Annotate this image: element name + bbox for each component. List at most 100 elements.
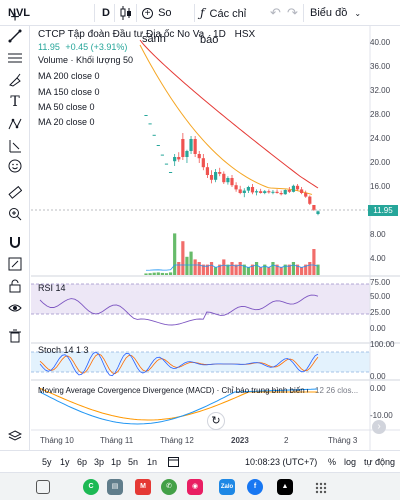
legend-ma20[interactable]: MA 20 close 0 bbox=[38, 117, 95, 127]
percent-toggle[interactable]: % bbox=[328, 457, 337, 467]
scroll-right-button[interactable]: › bbox=[372, 420, 386, 434]
range-3p[interactable]: 3p bbox=[94, 457, 105, 467]
calendar-icon bbox=[168, 457, 179, 467]
volume-bar bbox=[156, 272, 160, 275]
range-1y[interactable]: 1y bbox=[60, 457, 70, 467]
stoch-tick: 100.00 bbox=[370, 340, 395, 349]
toolbar-divider bbox=[94, 4, 95, 22]
auto-toggle[interactable]: tự động bbox=[364, 457, 396, 467]
volume-bar bbox=[242, 264, 246, 275]
pencil-lock-icon bbox=[8, 257, 22, 271]
phone-app-icon[interactable]: C bbox=[83, 479, 99, 495]
crosshair-tool[interactable]: + bbox=[4, 8, 26, 28]
rsi-tick: 25.00 bbox=[370, 308, 391, 317]
chart-type-button[interactable]: Biểu đồ ⌄ bbox=[310, 0, 380, 26]
indicators-button[interactable]: ƒ Các chỉ báo bbox=[200, 0, 264, 46]
moving-averages bbox=[139, 39, 319, 195]
legend-ma150[interactable]: MA 150 close 0 bbox=[38, 87, 100, 97]
emoji-tool[interactable] bbox=[4, 156, 26, 176]
macd-label[interactable]: Moving Average Covergence Divergence (MA… bbox=[38, 386, 308, 395]
recents-button[interactable] bbox=[36, 480, 50, 494]
clock-label[interactable]: 10:08:23 (UTC+7) bbox=[245, 457, 318, 467]
volume-bar bbox=[287, 264, 291, 275]
hide-tool[interactable] bbox=[4, 298, 26, 318]
candle-body bbox=[287, 190, 291, 192]
volume-bar bbox=[226, 264, 230, 275]
legend-volume[interactable]: Volume · Khối lượng 50 bbox=[38, 55, 133, 65]
chat-app-icon[interactable]: ✆ bbox=[161, 479, 177, 495]
price-tick: 36.00 bbox=[370, 62, 391, 71]
legend-ma200[interactable]: MA 200 close 0 bbox=[38, 71, 100, 81]
camera-app-icon[interactable]: ◉ bbox=[187, 479, 203, 495]
redo-button[interactable]: ↷ bbox=[287, 0, 301, 26]
android-dock: C ▤ M ✆ ◉ Zalo f ▲ bbox=[0, 472, 400, 500]
log-toggle[interactable]: log bbox=[344, 457, 357, 467]
brush-tool[interactable] bbox=[4, 70, 26, 90]
lock-tool[interactable] bbox=[4, 276, 26, 296]
candle-body bbox=[234, 185, 238, 190]
range-6p[interactable]: 6p bbox=[77, 457, 88, 467]
stoch-d-line bbox=[39, 353, 319, 375]
magnet-tool[interactable] bbox=[4, 232, 26, 252]
volume-bar bbox=[271, 262, 275, 275]
time-tick: Tháng 3 bbox=[328, 436, 358, 445]
candle-body bbox=[226, 178, 230, 183]
candle-body bbox=[254, 191, 259, 193]
range-5n[interactable]: 5n bbox=[128, 457, 139, 467]
range-5y[interactable]: 5y bbox=[42, 457, 52, 467]
time-tick: 2 bbox=[284, 436, 289, 445]
range-1n[interactable]: 1n bbox=[147, 457, 158, 467]
reset-chart-button[interactable]: ↻ bbox=[207, 412, 225, 430]
undo-button[interactable]: ↶ bbox=[270, 0, 284, 26]
compare-button[interactable]: + So sánh bbox=[142, 0, 192, 45]
rsi-line bbox=[39, 294, 319, 326]
volume-bar bbox=[267, 267, 271, 275]
rsi-tick: 0.00 bbox=[370, 324, 386, 333]
magnet-icon bbox=[10, 237, 20, 248]
smiley-icon bbox=[8, 159, 22, 173]
rsi-label[interactable]: RSI 14 bbox=[38, 283, 66, 293]
candle-body bbox=[173, 157, 177, 162]
volume-bar bbox=[279, 267, 283, 275]
candle-body bbox=[230, 178, 234, 186]
volume-bar bbox=[160, 272, 164, 275]
interval-button[interactable]: D bbox=[102, 0, 116, 26]
text-tool[interactable]: T bbox=[4, 92, 26, 112]
momo-app-icon[interactable]: M bbox=[135, 479, 151, 495]
tradingview-app-icon[interactable]: ▲ bbox=[277, 479, 293, 495]
zoom-in-icon bbox=[9, 208, 22, 221]
legend-price-row: 11.95 +0.45 (+3.91%) bbox=[38, 42, 127, 52]
delete-tool[interactable] bbox=[4, 326, 26, 346]
app-drawer-button[interactable] bbox=[315, 481, 327, 494]
layers-tool[interactable] bbox=[4, 426, 26, 446]
fib-tool[interactable] bbox=[4, 48, 26, 68]
chart-style-button[interactable] bbox=[120, 0, 136, 26]
facebook-app-icon[interactable]: f bbox=[247, 479, 263, 495]
lock-icon bbox=[9, 279, 21, 293]
interval-label: D bbox=[102, 7, 110, 19]
volume-bar bbox=[300, 267, 304, 275]
chart-canvas[interactable] bbox=[0, 0, 400, 450]
range-1p[interactable]: 1p bbox=[111, 457, 122, 467]
zalo-app-icon[interactable]: Zalo bbox=[219, 479, 235, 495]
pattern-tool[interactable] bbox=[4, 114, 26, 134]
symbol-search-button[interactable]: NVL bbox=[8, 0, 78, 26]
legend-exchange: HSX bbox=[234, 29, 256, 40]
legend-interval: 1D bbox=[213, 29, 226, 40]
date-range-button[interactable] bbox=[168, 456, 179, 468]
stay-drawing-tool[interactable] bbox=[4, 254, 26, 274]
trendline-tool[interactable] bbox=[4, 26, 26, 46]
volume-bar bbox=[234, 264, 238, 275]
legend-ma50[interactable]: MA 50 close 0 bbox=[38, 102, 95, 112]
stoch-label[interactable]: Stoch 14 1 3 bbox=[38, 345, 89, 355]
volume-bar bbox=[164, 273, 169, 275]
legend-title-row[interactable]: CTCP Tập đoàn Đầu tư Địa ốc No Va 1D HSX bbox=[38, 29, 255, 40]
ruler-tool[interactable] bbox=[4, 182, 26, 202]
macd-tick: 0.00 bbox=[370, 384, 386, 393]
candle-body bbox=[181, 139, 185, 157]
prediction-icon bbox=[9, 140, 21, 153]
files-app-icon[interactable]: ▤ bbox=[107, 479, 123, 495]
zoom-in-tool[interactable] bbox=[4, 204, 26, 224]
prediction-tool[interactable] bbox=[4, 136, 26, 156]
function-icon: ƒ bbox=[200, 6, 205, 20]
